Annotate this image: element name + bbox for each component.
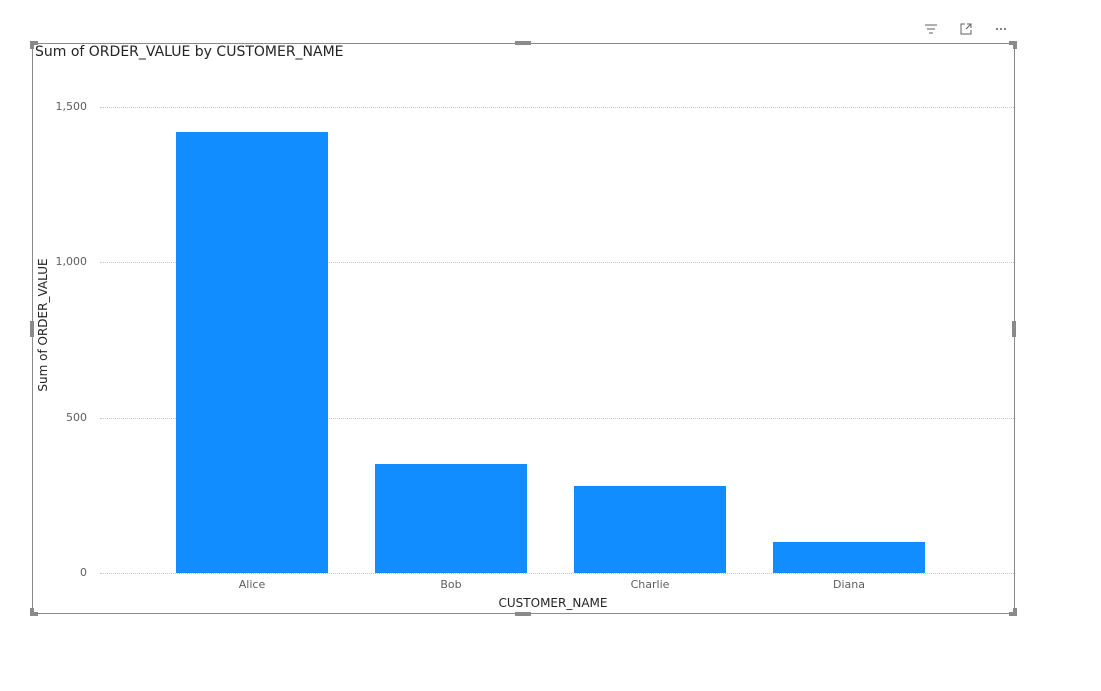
resize-handle-bottom[interactable] bbox=[515, 612, 531, 616]
resize-handle-left[interactable] bbox=[30, 321, 34, 337]
gridline bbox=[100, 262, 1014, 263]
resize-handle-top-left[interactable] bbox=[30, 41, 38, 45]
resize-handle-top-left-v[interactable] bbox=[30, 41, 34, 49]
x-axis-title: CUSTOMER_NAME bbox=[498, 596, 608, 610]
resize-handle-bottom-right-v[interactable] bbox=[1013, 608, 1017, 616]
resize-handle-top[interactable] bbox=[515, 41, 531, 45]
x-tick-label: Alice bbox=[238, 578, 266, 591]
bar-bob[interactable] bbox=[375, 464, 527, 573]
gridline bbox=[100, 418, 1014, 419]
y-tick-label: 0 bbox=[80, 566, 87, 579]
bar-alice[interactable] bbox=[176, 132, 328, 573]
bar-charlie[interactable] bbox=[574, 486, 726, 573]
visual-header-toolbar bbox=[920, 18, 1012, 40]
resize-handle-top-right-v[interactable] bbox=[1013, 41, 1017, 49]
more-options-button[interactable] bbox=[990, 18, 1012, 40]
resize-handle-right[interactable] bbox=[1012, 321, 1016, 337]
filter-lines-icon bbox=[925, 24, 937, 34]
focus-mode-icon bbox=[960, 23, 972, 35]
filter-button[interactable] bbox=[920, 18, 942, 40]
bar-diana[interactable] bbox=[773, 542, 925, 573]
x-tick-label: Charlie bbox=[630, 578, 670, 591]
y-tick-label: 500 bbox=[66, 411, 87, 424]
gridline bbox=[100, 107, 1014, 108]
y-tick-label: 1,000 bbox=[55, 255, 88, 268]
more-options-icon bbox=[996, 28, 1006, 30]
gridline bbox=[100, 573, 1014, 574]
focus-mode-button[interactable] bbox=[955, 18, 977, 40]
resize-handle-bottom-left[interactable] bbox=[30, 612, 38, 616]
resize-handle-bottom-left-v[interactable] bbox=[30, 608, 34, 616]
y-tick-label: 1,500 bbox=[55, 100, 88, 113]
x-tick-label: Bob bbox=[440, 578, 462, 591]
y-axis-title: Sum of ORDER_VALUE bbox=[36, 258, 50, 392]
chart-title: Sum of ORDER_VALUE by CUSTOMER_NAME bbox=[35, 44, 344, 60]
x-tick-label: Diana bbox=[833, 578, 865, 591]
